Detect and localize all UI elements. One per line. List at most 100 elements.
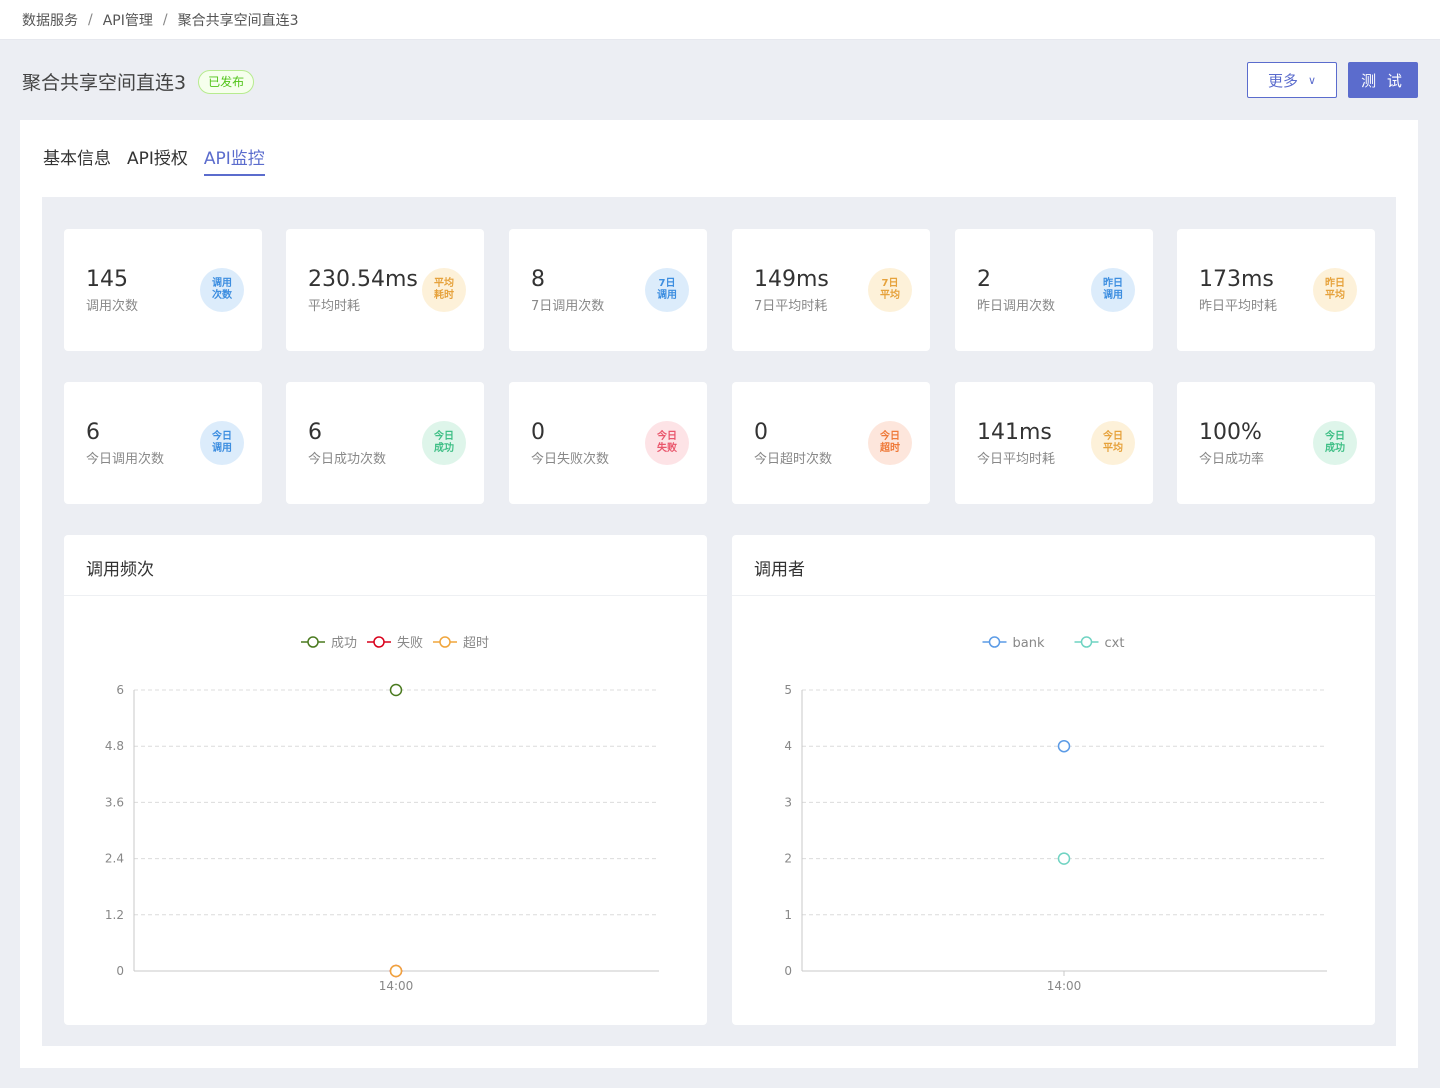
legend-marker-失败: [373, 636, 385, 648]
chevron-down-icon: ∨: [1307, 73, 1317, 87]
stat-badge-icon: 7日调用: [645, 268, 689, 312]
main-card: 基本信息 API授权 API监控 100% 今日成功率 今日成功 141ms 今日平均时…: [20, 120, 1418, 1068]
stat-label: 今日失败次数: [531, 452, 610, 467]
y-tick-label: 0: [116, 964, 124, 978]
stat-card: 0 今日失败次数 今日失败: [509, 382, 707, 504]
stat-badge-icon: 昨日调用: [1091, 268, 1135, 312]
y-tick-label: 4.8: [105, 739, 124, 753]
frequency-chart: 成功 失败 超时 0 1.2 2.4 3.6 4.8 6 14:00: [105, 636, 659, 993]
x-tick-label: 14:00: [1047, 979, 1082, 993]
stat-label: 平均时耗: [308, 299, 361, 314]
stat-value: 6: [86, 420, 100, 445]
tab-api-monitor[interactable]: API监控: [203, 144, 265, 176]
legend-marker-bank: [988, 636, 1001, 648]
stat-label: 昨日平均时耗: [1199, 299, 1278, 314]
breadcrumb-item-api-management[interactable]: API管理: [102, 12, 153, 29]
frequency-chart-card: 调用频次 成功 失败 超时 0 1.2 2.4 3.6 4.8 6 14:00: [64, 535, 707, 1025]
breadcrumb-item-data-service[interactable]: 数据服务: [22, 12, 78, 29]
stat-value: 141ms: [977, 420, 1052, 445]
stat-value: 8: [531, 267, 545, 292]
test-button[interactable]: 测 试: [1348, 62, 1418, 98]
data-point-超时: [389, 964, 403, 978]
stat-badge-icon: 平均耗时: [422, 268, 466, 312]
legend-marker-cxt: [1080, 636, 1093, 648]
stat-label: 今日超时次数: [754, 452, 833, 467]
stat-card: 6 今日调用次数 今日调用: [64, 382, 262, 504]
page-title: 聚合共享空间直连3: [22, 72, 187, 94]
stat-label: 今日平均时耗: [977, 452, 1056, 467]
y-tick-label: 4: [784, 739, 792, 753]
stat-card: 100% 今日成功率 今日成功: [1177, 382, 1375, 504]
stat-badge-icon: 7日平均: [868, 268, 912, 312]
callers-chart: bank cxt 0 1 2 3 4 5 14:00: [784, 636, 1327, 993]
stat-value: 0: [754, 420, 768, 445]
stat-badge-icon: 今日失败: [645, 421, 689, 465]
status-badge: 已发布: [198, 69, 255, 94]
stat-value: 100%: [1199, 420, 1262, 445]
y-tick-label: 3: [784, 795, 792, 809]
stat-card: 145 调用次数 调用次数: [64, 229, 262, 351]
stat-card: 149ms 7日平均时耗 7日平均: [732, 229, 930, 351]
stat-badge-icon: 今日调用: [200, 421, 244, 465]
more-dropdown-button[interactable]: 更多 ∨: [1247, 62, 1337, 98]
page-header: 聚合共享空间直连3 已发布: [22, 68, 255, 95]
callers-chart-card: 调用者 bank cxt 0 1 2 3 4 5 14:00: [732, 535, 1375, 1025]
tab-api-auth[interactable]: API授权: [127, 149, 188, 169]
divider: [732, 595, 1375, 596]
tab-basic-info[interactable]: 基本信息: [43, 149, 111, 169]
monitor-panel: 100% 今日成功率 今日成功 141ms 今日平均时耗 今日平均 0 今日超时次数 今日超时 0…: [42, 197, 1396, 1046]
callers-chart-title: 调用者: [754, 560, 805, 580]
stat-badge-icon: 今日平均: [1091, 421, 1135, 465]
stat-badge-icon: 昨日平均: [1313, 268, 1357, 312]
stat-card: 173ms 昨日平均时耗 昨日平均: [1177, 229, 1375, 351]
tab-bar: 基本信息 API授权 API监控: [43, 144, 281, 176]
stat-value: 173ms: [1199, 267, 1274, 292]
stat-label: 7日平均时耗: [754, 299, 828, 314]
x-tick-label: 14:00: [379, 979, 414, 993]
legend-label: 成功: [331, 636, 357, 651]
stat-value: 6: [308, 420, 322, 445]
stat-label: 调用次数: [86, 299, 139, 314]
stat-badge-icon: 今日成功: [1313, 421, 1357, 465]
stat-badge-icon: 今日超时: [868, 421, 912, 465]
legend-label: 失败: [397, 636, 423, 651]
stat-card: 6 今日成功次数 今日成功: [286, 382, 484, 504]
y-tick-label: 5: [784, 683, 792, 697]
legend-label: 超时: [463, 636, 489, 651]
y-tick-label: 0: [784, 964, 792, 978]
stat-card: 230.54ms 平均时耗 平均耗时: [286, 229, 484, 351]
stat-label: 昨日调用次数: [977, 299, 1056, 314]
stat-label: 7日调用次数: [531, 299, 605, 314]
stat-value: 149ms: [754, 267, 829, 292]
stat-value: 230.54ms: [308, 267, 418, 292]
y-tick-label: 2.4: [105, 852, 124, 866]
stat-label: 今日成功率: [1199, 452, 1265, 467]
stat-value: 2: [977, 267, 991, 292]
frequency-chart-title: 调用频次: [86, 560, 154, 580]
data-point-bank: [1057, 739, 1071, 753]
breadcrumb-item-current: 聚合共享空间直连3: [177, 12, 299, 29]
y-tick-label: 3.6: [105, 795, 124, 809]
stat-label: 今日成功次数: [308, 452, 387, 467]
breadcrumb-separator: /: [88, 11, 93, 28]
breadcrumb: 数据服务 / API管理 / 聚合共享空间直连3: [0, 0, 1440, 40]
stat-badge-icon: 调用次数: [200, 268, 244, 312]
stat-card: 0 今日超时次数 今日超时: [732, 382, 930, 504]
divider: [64, 595, 707, 596]
legend-label: cxt: [1105, 636, 1125, 651]
data-point-cxt: [1057, 852, 1071, 865]
legend-label: bank: [1013, 636, 1045, 651]
y-tick-label: 1.2: [105, 908, 124, 922]
stat-value: 145: [86, 267, 128, 292]
stat-card: 8 7日调用次数 7日调用: [509, 229, 707, 351]
stat-card: 141ms 今日平均时耗 今日平均: [955, 382, 1153, 504]
y-tick-label: 6: [116, 683, 124, 697]
stat-label: 今日调用次数: [86, 452, 165, 467]
y-tick-label: 1: [784, 908, 792, 922]
more-button-label: 更多: [1267, 71, 1298, 90]
breadcrumb-separator: /: [162, 11, 168, 28]
stat-badge-icon: 今日成功: [422, 421, 466, 465]
stat-card: 2 昨日调用次数 昨日调用: [955, 229, 1153, 351]
data-point-成功: [389, 683, 403, 697]
legend-marker-超时: [439, 636, 451, 648]
